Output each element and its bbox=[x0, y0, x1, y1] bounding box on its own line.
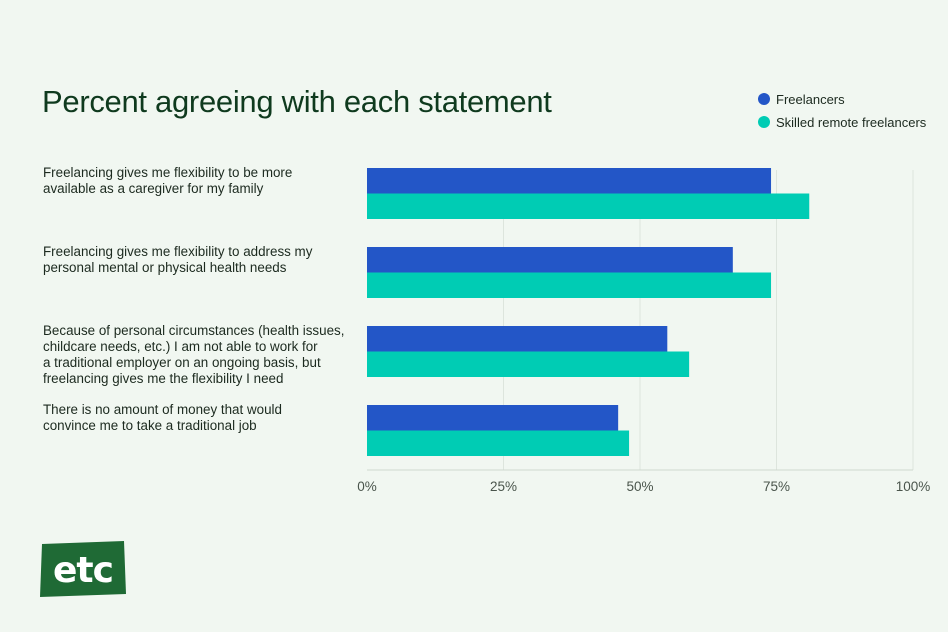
category-label-line: available as a caregiver for my family bbox=[43, 181, 264, 196]
x-tick-label: 50% bbox=[626, 479, 653, 494]
bar-freelancers bbox=[367, 405, 619, 431]
x-tick-label: 100% bbox=[896, 479, 931, 494]
category-label: Freelancing gives me flexibility to be m… bbox=[43, 165, 363, 197]
legend-label-skilled-remote: Skilled remote freelancers bbox=[776, 114, 927, 130]
category-label-line: personal mental or physical health needs bbox=[43, 260, 287, 275]
bar-skilled-remote bbox=[367, 272, 772, 298]
category-label-line: Because of personal circumstances (healt… bbox=[43, 323, 345, 338]
svg-text:etc: etc bbox=[53, 550, 113, 591]
category-label-line: a traditional employer on an ongoing bas… bbox=[43, 355, 321, 370]
category-label-line: Freelancing gives me flexibility to addr… bbox=[43, 244, 313, 259]
x-tick-label: 25% bbox=[490, 479, 517, 494]
x-tick-label: 75% bbox=[763, 479, 790, 494]
category-label-line: convince me to take a traditional job bbox=[43, 418, 257, 433]
category-label: Because of personal circumstances (healt… bbox=[43, 323, 363, 387]
category-label: There is no amount of money that would co… bbox=[43, 402, 363, 434]
legend-label-freelancers: Freelancers bbox=[776, 91, 845, 107]
bar-freelancers bbox=[367, 168, 772, 194]
legend-swatch-skilled-remote bbox=[758, 116, 770, 128]
legend-item-skilled-remote: Skilled remote freelancers bbox=[758, 111, 926, 133]
category-label-line: freelancing gives me the flexibility I n… bbox=[43, 371, 284, 386]
category-label-line: Freelancing gives me flexibility to be m… bbox=[43, 165, 293, 180]
legend-swatch-freelancers bbox=[758, 93, 770, 105]
chart-title: Percent agreeing with each statement bbox=[42, 84, 552, 119]
bar-skilled-remote bbox=[367, 351, 690, 377]
legend: Freelancers Skilled remote freelancers bbox=[758, 88, 926, 134]
category-label-line: There is no amount of money that would bbox=[43, 402, 282, 417]
legend-item-freelancers: Freelancers bbox=[758, 88, 926, 110]
category-label: Freelancing gives me flexibility to addr… bbox=[43, 244, 363, 276]
bar-freelancers bbox=[367, 247, 733, 273]
x-tick-label: 0% bbox=[357, 479, 377, 494]
bar-skilled-remote bbox=[367, 193, 810, 219]
category-label-line: childcare needs, etc.) I am not able to … bbox=[43, 339, 318, 354]
bar-freelancers bbox=[367, 326, 668, 352]
etc-logo: etc bbox=[40, 540, 128, 603]
etc-logo-mark: etc bbox=[40, 541, 126, 597]
bar-skilled-remote bbox=[367, 430, 630, 456]
